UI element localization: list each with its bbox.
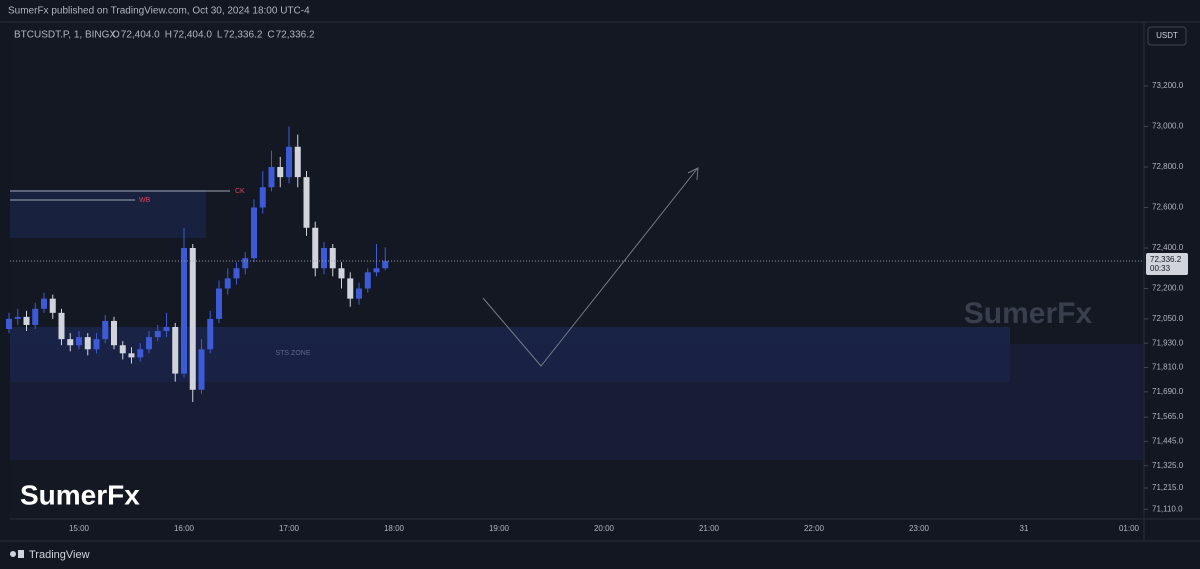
candle-body (303, 177, 310, 228)
candle-body (364, 272, 371, 289)
candle-body (356, 288, 362, 299)
candle-body (23, 316, 30, 325)
candle-body (373, 268, 380, 273)
zone (10, 344, 1144, 460)
candle-body (198, 349, 205, 390)
publish-line: SumerFx published on TradingView.com, Oc… (8, 6, 310, 17)
candle-body (329, 248, 336, 269)
last-price-label: 72,336.2 (1150, 255, 1182, 264)
x-tick-label: 17:00 (279, 524, 300, 533)
candle-body (277, 167, 284, 178)
annotation: WB (139, 197, 151, 204)
logo-text: SumerFx (20, 479, 140, 510)
candle-body (163, 327, 170, 332)
candle-body (128, 353, 135, 358)
y-tick-label: 71,810.0 (1152, 363, 1184, 372)
annotation: CK (235, 188, 245, 195)
candle-body (172, 327, 179, 374)
ohlc-key: L (217, 30, 223, 41)
candle-body (268, 167, 275, 188)
countdown: 00:33 (1150, 264, 1171, 273)
candle-body (251, 207, 257, 259)
ohlc-value: 72,404.0 (173, 30, 212, 41)
candle-body (14, 316, 21, 319)
candle-body (382, 260, 389, 269)
candle-body (146, 337, 152, 350)
candle-body (76, 337, 82, 346)
candle-body (207, 318, 214, 350)
currency-button[interactable] (1147, 26, 1187, 46)
candle-body (181, 248, 187, 374)
y-tick-label: 72,400.0 (1152, 243, 1184, 252)
y-tick-label: 71,930.0 (1152, 338, 1184, 347)
drawn-arrow (482, 168, 698, 367)
candle-body (137, 349, 144, 358)
footer: TradingView (29, 549, 90, 561)
candle-body (294, 146, 301, 178)
watermark: SumerFx (964, 297, 1093, 330)
candle-body (102, 320, 109, 340)
candle-body (189, 248, 196, 390)
candle-body (154, 331, 161, 338)
y-tick-label: 73,000.0 (1152, 122, 1184, 131)
annotation: STS ZONE (275, 350, 310, 357)
y-tick-label: 72,200.0 (1152, 284, 1184, 293)
candle-body (93, 339, 100, 350)
y-tick-label: 71,690.0 (1152, 387, 1184, 396)
candle-body (242, 258, 249, 269)
x-tick-label: 31 (1020, 524, 1029, 533)
arrow-head (687, 167, 699, 181)
ohlc-key: H (165, 30, 172, 41)
candle-body (224, 278, 231, 289)
y-tick-label: 72,600.0 (1152, 203, 1184, 212)
y-tick-label: 71,110.0 (1152, 504, 1183, 513)
price-label-box (1146, 252, 1188, 275)
y-tick-label: 72,050.0 (1152, 314, 1184, 323)
ohlc-value: 72,336.2 (223, 30, 262, 41)
ohlc-value: 72,404.0 (121, 30, 160, 41)
zone (10, 190, 206, 238)
candle-body (259, 187, 266, 208)
symbol: BTCUSDT.P, 1, BINGX (14, 30, 116, 41)
x-tick-label: 01:00 (1119, 524, 1140, 533)
x-tick-label: 21:00 (699, 524, 720, 533)
x-tick-label: 20:00 (594, 524, 615, 533)
candle-body (111, 320, 117, 346)
candle-body (233, 268, 240, 279)
candle-body (32, 308, 39, 325)
x-tick-label: 16:00 (174, 524, 195, 533)
currency[interactable]: USDT (1156, 31, 1178, 40)
ohlc-key: O (112, 30, 120, 41)
x-tick-label: 23:00 (909, 524, 930, 533)
candle-body (338, 268, 345, 279)
candle-body (216, 288, 222, 319)
ohlc-value: 72,336.2 (276, 30, 315, 41)
candle-body (58, 312, 65, 340)
candle-body (49, 298, 56, 313)
y-tick-label: 71,215.0 (1152, 483, 1184, 492)
candle-body (84, 337, 91, 350)
y-tick-label: 73,200.0 (1152, 81, 1184, 90)
candle-body (286, 146, 292, 178)
footer-logo (10, 550, 24, 558)
candle-body (119, 345, 126, 354)
y-tick-label: 71,325.0 (1152, 461, 1184, 470)
x-tick-label: 18:00 (384, 524, 405, 533)
x-tick-label: 22:00 (804, 524, 825, 533)
candle-body (67, 339, 74, 346)
ohlc-key: C (267, 30, 274, 41)
candle-body (6, 318, 12, 330)
x-tick-label: 19:00 (489, 524, 510, 533)
y-tick-label: 71,445.0 (1152, 437, 1184, 446)
x-tick-label: 15:00 (69, 524, 90, 533)
candle-body (347, 278, 354, 299)
candle-body (321, 248, 327, 269)
y-tick-label: 72,800.0 (1152, 162, 1184, 171)
candle-body (41, 298, 47, 309)
y-tick-label: 71,565.0 (1152, 412, 1184, 421)
candle-body (312, 227, 319, 269)
